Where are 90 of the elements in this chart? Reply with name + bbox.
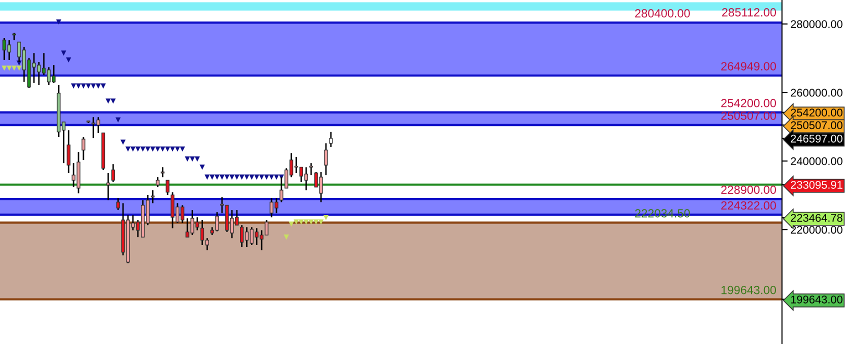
point: [259, 174, 264, 180]
point: [313, 219, 319, 225]
candlestick: [111, 163, 115, 183]
point: [6, 66, 12, 71]
point: [90, 83, 96, 89]
candlestick: [156, 176, 160, 188]
point: [12, 66, 17, 71]
point: [318, 219, 324, 225]
ref-line-label: 199643.00: [722, 286, 776, 294]
point: [194, 156, 200, 162]
point: [204, 174, 210, 180]
y-tick-label: 240000.00: [790, 157, 842, 166]
point: [294, 219, 299, 225]
y-tick-label: 233095.91: [790, 180, 842, 189]
point: [249, 174, 254, 180]
point: [224, 174, 230, 180]
ref-line-label: 285112.00: [722, 8, 776, 17]
point: [190, 156, 195, 162]
candlestick: [309, 162, 313, 176]
point: [268, 174, 274, 180]
point: [229, 174, 235, 180]
candlestick: [280, 176, 284, 203]
y-tick-label: 199643.00: [791, 296, 842, 304]
point: [125, 146, 131, 152]
point: [160, 146, 166, 152]
y-tick-label: 220000.00: [790, 226, 842, 234]
y-tick-label: 280000.00: [790, 20, 842, 28]
point: [66, 57, 72, 63]
point: [130, 146, 136, 152]
point: [115, 117, 121, 123]
ref-line-label: 264949.00: [721, 62, 776, 70]
point: [164, 146, 170, 152]
point: [239, 174, 244, 180]
point: [135, 146, 140, 152]
ref-line-label: 280400.00: [635, 9, 690, 18]
point: [140, 146, 146, 152]
point: [214, 174, 220, 180]
candlestick: [166, 180, 170, 196]
ref-line-label: 228900.00: [721, 186, 776, 194]
point: [110, 98, 116, 104]
point: [150, 146, 156, 152]
y-tick-label: 246597.00: [790, 134, 842, 143]
ref-line-label: 222034.50: [635, 209, 690, 218]
y-tick-label: 250507.00: [790, 121, 842, 130]
point: [70, 83, 76, 89]
candlestick: [116, 197, 120, 211]
point: [96, 83, 101, 89]
point: [200, 164, 205, 170]
point: [120, 140, 126, 145]
candlestick: [150, 189, 155, 204]
point: [308, 219, 314, 225]
candlestick: [160, 166, 164, 178]
point: [264, 174, 270, 180]
point: [219, 174, 225, 180]
point: [234, 174, 240, 180]
ref-line-label: 254200.00: [721, 98, 776, 108]
point: [304, 219, 309, 225]
y-tick-label: 223464.78: [790, 214, 842, 222]
point: [170, 146, 176, 152]
point: [56, 19, 62, 25]
point: [106, 98, 111, 104]
point: [61, 50, 66, 56]
point: [323, 214, 329, 220]
y-tick-label: 254200.00: [790, 108, 842, 117]
point: [244, 174, 250, 180]
point: [274, 174, 280, 180]
point: [210, 174, 215, 180]
point: [80, 83, 86, 89]
point: [174, 146, 180, 152]
point: [284, 234, 289, 240]
candlestick: [106, 172, 110, 201]
point: [2, 66, 7, 71]
point: [288, 221, 294, 227]
point: [86, 83, 91, 89]
point: [145, 146, 150, 152]
point: [155, 146, 160, 152]
point: [76, 83, 82, 89]
point: [100, 83, 106, 89]
point: [254, 174, 260, 180]
ref-line-label: 224322.00: [721, 201, 776, 210]
y-tick-label: 260000.00: [790, 88, 842, 97]
candlestick: [324, 142, 328, 176]
point: [16, 66, 22, 71]
point: [184, 156, 190, 162]
point: [180, 146, 186, 152]
candlestick: [82, 136, 86, 161]
candlestick: [329, 131, 333, 148]
candlestick: [66, 130, 70, 174]
ref-line-label: 250507.00: [721, 112, 776, 120]
point: [298, 219, 304, 225]
